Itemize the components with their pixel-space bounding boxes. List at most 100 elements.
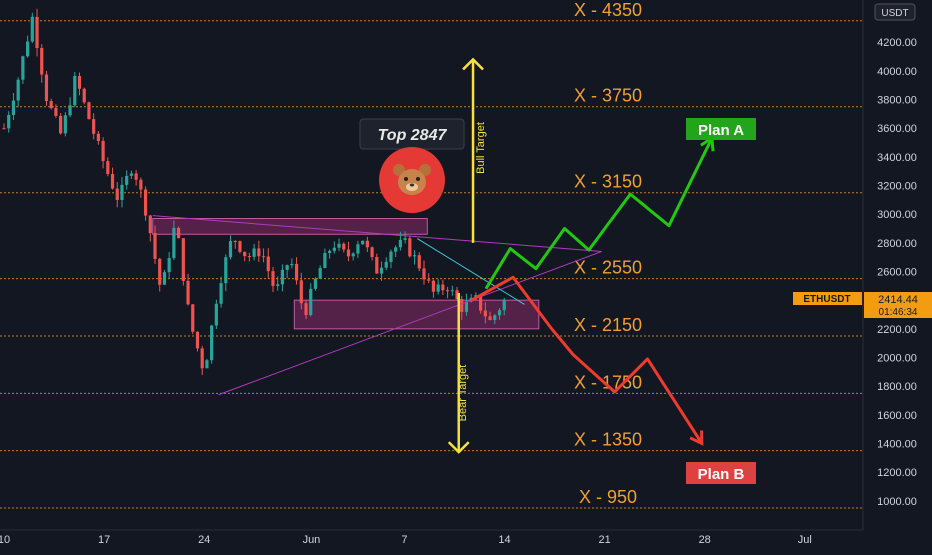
level-label: X - 1750	[574, 372, 642, 392]
candle-body	[346, 249, 351, 257]
candle-body	[101, 140, 105, 162]
candle-body	[332, 247, 336, 251]
candle-body	[276, 284, 280, 286]
candle-body	[82, 88, 86, 103]
candles	[2, 8, 506, 376]
candle-body	[285, 265, 289, 270]
candle-body	[167, 258, 171, 273]
candle-body	[351, 253, 355, 257]
candle-body	[238, 241, 242, 252]
candle-body	[191, 304, 195, 332]
candle-body	[271, 271, 275, 286]
bear-face-icon	[379, 147, 445, 213]
candle-body	[280, 269, 285, 285]
candle-body	[422, 268, 426, 280]
candle-body	[181, 238, 185, 281]
candle-body	[323, 252, 327, 269]
top-annotation-label: Top 2847	[378, 127, 448, 144]
candle-body	[299, 280, 303, 304]
candle-body	[337, 243, 341, 248]
candle-body	[143, 189, 148, 216]
time-axis-ticks: 10 17 24 Jun 7 14 21 28 Jul	[0, 534, 812, 546]
price-tick-label: 1200.00	[877, 467, 917, 479]
candle-body	[120, 184, 124, 200]
candle-body	[30, 16, 34, 42]
candle-body	[252, 248, 256, 257]
candle-body	[488, 316, 492, 320]
candle-body	[7, 114, 11, 129]
price-tick-label: 1800.00	[877, 381, 917, 393]
candle-body	[342, 243, 346, 250]
candle-body	[233, 240, 237, 242]
candle-body	[77, 75, 82, 89]
candle-body	[464, 301, 469, 312]
candle-body	[16, 79, 20, 101]
price-tick-label: 3200.00	[877, 181, 917, 193]
candle-body	[398, 239, 402, 248]
candle-body	[228, 240, 233, 258]
price-axis[interactable]: 4200.00 4000.00 3800.00 3600.00 3400.00 3200.…	[862, 0, 917, 530]
candle-body	[375, 257, 379, 274]
time-tick-label: Jul	[798, 534, 812, 546]
candle-body	[186, 280, 190, 305]
candle-body	[427, 279, 431, 281]
time-tick-label: 7	[401, 534, 407, 546]
candle-body	[210, 325, 214, 361]
candle-body	[266, 256, 270, 272]
candle-body	[493, 315, 497, 320]
level-label: X - 1350	[574, 430, 642, 450]
symbol-tag-bg	[793, 292, 862, 305]
bear-target-arrow-head	[447, 441, 470, 454]
demand-zone	[293, 299, 540, 330]
level-label: X - 2150	[574, 315, 642, 335]
candle-body	[129, 173, 134, 176]
bull-target-arrow-head	[462, 57, 484, 71]
candle-body	[21, 56, 25, 80]
candle-body	[162, 272, 167, 285]
plan-a-path	[484, 137, 714, 290]
candle-body	[96, 133, 100, 141]
candle-body	[412, 255, 417, 257]
scenario-paths	[470, 135, 715, 446]
candle-body	[92, 119, 96, 134]
time-tick-label: 10	[0, 534, 10, 546]
candle-body	[431, 280, 436, 292]
current-price-tag: ETHUSDT 2414.44 01:46:34	[793, 292, 932, 318]
bull-target-label: Bull Target	[475, 122, 487, 174]
candle-body	[361, 240, 365, 245]
price-tick-label: 2800.00	[877, 238, 917, 250]
candle-body	[177, 227, 181, 239]
level-label: X - 2550	[574, 258, 642, 278]
candle-body	[139, 179, 143, 190]
candle-body	[408, 238, 412, 257]
candle-body	[11, 100, 16, 115]
level-label: X - 3150	[574, 172, 642, 192]
candle-body	[172, 227, 176, 259]
candle-body	[224, 257, 228, 284]
candle-body	[153, 233, 157, 259]
candle-body	[384, 261, 388, 268]
candle-body	[365, 240, 369, 248]
price-tag-bg	[864, 292, 932, 318]
candle-body	[417, 255, 421, 269]
currency-button[interactable]: USDT	[874, 3, 916, 21]
price-tick-label: 3400.00	[877, 152, 917, 164]
candle-body	[110, 173, 115, 189]
price-levels: X - 4350 X - 3750 X - 3150 X - 2550 X - 2150…	[0, 0, 863, 509]
price-tick-label: 2200.00	[877, 324, 917, 336]
candle-body	[106, 161, 110, 174]
candle-body	[309, 288, 313, 316]
top-annotation[interactable]: Top 2847	[359, 118, 465, 160]
candle-body	[455, 290, 459, 300]
time-axis[interactable]: 10 17 24 Jun 7 14 21 28 Jul	[0, 529, 863, 546]
bear-target-label: Bear Target	[457, 365, 469, 422]
drawings	[152, 57, 602, 454]
candle-body	[328, 250, 332, 253]
candle-body	[219, 283, 223, 304]
candle-body	[158, 258, 162, 285]
candle-body	[44, 74, 49, 102]
candle-body	[318, 268, 322, 279]
